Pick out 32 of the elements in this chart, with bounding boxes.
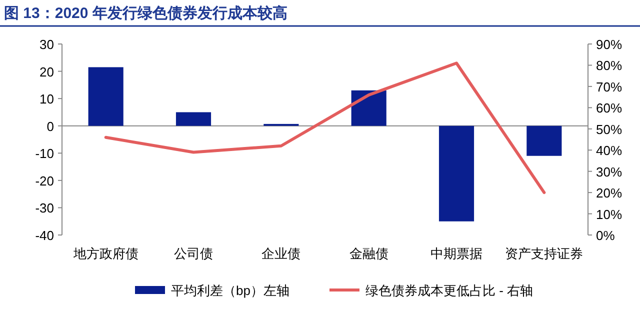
bar <box>438 126 474 222</box>
chart-title: 图 13：2020 年发行绿色债券发行成本较高 <box>4 4 288 22</box>
y2-tick-label: 30% <box>596 164 622 180</box>
y-tick-label: -30 <box>35 200 54 216</box>
y-tick-label: 30 <box>40 37 54 52</box>
x-tick-label: 地方政府债 <box>72 246 138 261</box>
bar <box>351 90 386 126</box>
y2-tick-label: 20% <box>596 186 622 201</box>
y-tick-label: -20 <box>35 173 54 188</box>
y2-tick-label: 60% <box>596 100 622 116</box>
x-tick-label: 企业债 <box>262 246 301 261</box>
y-tick-label: -40 <box>35 228 54 243</box>
y-tick-label: 0 <box>46 118 54 134</box>
x-tick-label: 中期票据 <box>430 246 482 261</box>
bar <box>526 126 562 156</box>
x-tick-label: 金融债 <box>349 246 388 261</box>
bar <box>88 67 124 126</box>
y2-tick-label: 70% <box>596 79 622 94</box>
y2-tick-label: 80% <box>596 58 622 74</box>
y2-tick-label: 40% <box>596 143 622 158</box>
y2-tick-label: 50% <box>596 122 622 137</box>
y2-tick-label: 90% <box>596 37 622 52</box>
bar <box>176 112 212 126</box>
y-tick-label: 20 <box>40 64 54 80</box>
legend-label: 平均利差（bp）左轴 <box>171 283 290 298</box>
y2-tick-label: 0% <box>596 228 616 243</box>
y2-tick-label: 10% <box>596 206 622 222</box>
y-tick-label: -10 <box>35 146 54 162</box>
legend-label: 绿色债券成本更低占比 - 右轴 <box>365 283 534 298</box>
x-tick-label: 资产支持证券 <box>505 246 584 261</box>
x-tick-label: 公司债 <box>174 246 213 261</box>
y-tick-label: 10 <box>40 92 54 107</box>
